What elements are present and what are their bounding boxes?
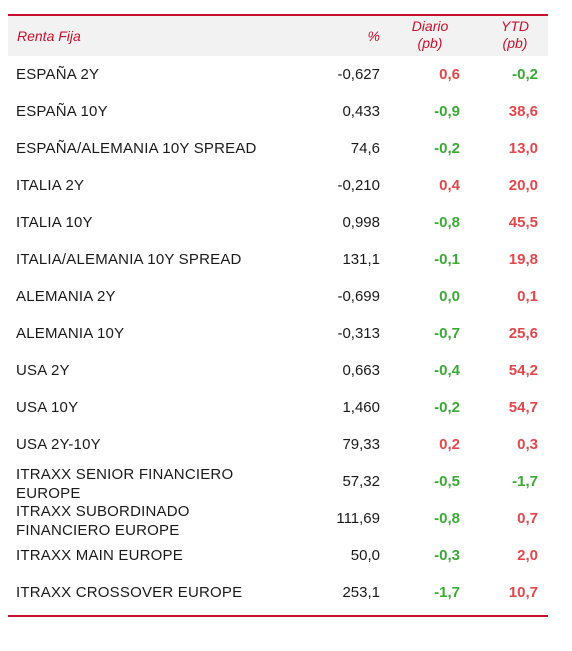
row-value: -0,210 [337,177,380,194]
row-diario: -1,7 [434,584,460,601]
header-diario: Diario (pb) [411,18,449,51]
table-row: ITALIA 2Y -0,210 0,4 20,0 [8,167,548,204]
row-name: ESPAÑA 2Y [16,66,100,83]
row-value: 74,6 [350,140,380,157]
row-name: ITALIA 10Y [16,214,93,231]
table-row: ESPAÑA 2Y -0,627 0,6 -0,2 [8,56,548,93]
row-value: 1,460 [342,399,380,416]
table-row: ITRAXX SUBORDINADO FINANCIERO EUROPE 111,6… [8,500,548,539]
table-row: USA 10Y 1,460 -0,2 54,7 [8,389,548,426]
table-row: ESPAÑA 10Y 0,433 -0,9 38,6 [8,93,548,130]
row-diario: -0,8 [434,214,460,231]
row-diario: 0,6 [439,66,460,83]
table-row: ITRAXX MAIN EUROPE 50,0 -0,3 2,0 [8,537,548,574]
row-name: USA 2Y-10Y [16,436,101,453]
row-name: USA 10Y [16,399,79,416]
table-row: ALEMANIA 2Y -0,699 0,0 0,1 [8,278,548,315]
row-diario: -0,5 [434,473,460,490]
row-name: ITRAXX SENIOR FINANCIERO EUROPE [16,466,234,502]
table-row: ESPAÑA/ALEMANIA 10Y SPREAD 74,6 -0,2 13,0 [8,130,548,167]
table-row: USA 2Y-10Y 79,33 0,2 0,3 [8,426,548,463]
table-row: ITALIA/ALEMANIA 10Y SPREAD 131,1 -0,1 19,8 [8,241,548,278]
row-ytd: 0,3 [517,436,538,453]
row-name: ALEMANIA 2Y [16,288,116,305]
table-header: Renta Fija % Diario (pb) YTD (pb) [8,16,548,56]
row-diario: -0,9 [434,103,460,120]
row-ytd: 38,6 [508,103,538,120]
row-value: 57,32 [342,473,380,490]
row-ytd: 0,1 [517,288,538,305]
row-diario: -0,2 [434,399,460,416]
row-diario: 0,2 [439,436,460,453]
top-rule [8,14,548,16]
row-name: ITRAXX SUBORDINADO FINANCIERO EUROPE [16,503,190,539]
table-row: ITRAXX SENIOR FINANCIERO EUROPE 57,32 -0,5 -… [8,463,548,502]
row-ytd: 0,7 [517,510,538,527]
row-ytd: 45,5 [508,214,538,231]
row-name: ITALIA/ALEMANIA 10Y SPREAD [16,251,242,268]
row-ytd: 54,2 [508,362,538,379]
row-ytd: 13,0 [508,140,538,157]
row-name: ITRAXX CROSSOVER EUROPE [16,584,243,601]
table-body: ESPAÑA 2Y -0,627 0,6 -0,2 ESPAÑA 10Y 0,433 -0,… [8,56,548,611]
row-value: 0,433 [342,103,380,120]
row-ytd: 25,6 [508,325,538,342]
table-row: ALEMANIA 10Y -0,313 -0,7 25,6 [8,315,548,352]
row-ytd: 10,7 [508,584,538,601]
row-name: ITRAXX MAIN EUROPE [16,547,183,564]
row-value: -0,627 [337,66,380,83]
row-name: ALEMANIA 10Y [16,325,125,342]
row-ytd: 19,8 [508,251,538,268]
row-ytd: -0,2 [512,66,538,83]
row-diario: -0,1 [434,251,460,268]
row-name: USA 2Y [16,362,70,379]
row-name: ESPAÑA 10Y [16,103,108,120]
row-ytd: 20,0 [508,177,538,194]
row-value: 0,663 [342,362,380,379]
table-row: ITALIA 10Y 0,998 -0,8 45,5 [8,204,548,241]
row-value: 79,33 [342,436,380,453]
header-pct: % [367,28,380,44]
row-diario: -0,8 [434,510,460,527]
row-diario: -0,4 [434,362,460,379]
row-diario: -0,3 [434,547,460,564]
row-value: 131,1 [342,251,380,268]
row-diario: -0,7 [434,325,460,342]
table-row: USA 2Y 0,663 -0,4 54,2 [8,352,548,389]
fixed-income-table: Renta Fija % Diario (pb) YTD (pb) ESPAÑA 2… [8,14,548,617]
header-name: Renta Fija [17,28,81,44]
row-name: ITALIA 2Y [16,177,85,194]
row-diario: 0,4 [439,177,460,194]
row-value: 50,0 [350,547,380,564]
row-value: 0,998 [342,214,380,231]
row-diario: 0,0 [439,288,460,305]
row-value: -0,699 [337,288,380,305]
row-value: 111,69 [336,510,380,527]
row-ytd: 2,0 [517,547,538,564]
row-ytd: -1,7 [512,473,538,490]
header-ytd: YTD (pb) [501,18,529,51]
row-value: -0,313 [337,325,380,342]
row-name: ESPAÑA/ALEMANIA 10Y SPREAD [16,140,257,157]
row-ytd: 54,7 [508,399,538,416]
row-diario: -0,2 [434,140,460,157]
row-value: 253,1 [342,584,380,601]
table-row: ITRAXX CROSSOVER EUROPE 253,1 -1,7 10,7 [8,574,548,611]
bottom-rule [8,615,548,617]
